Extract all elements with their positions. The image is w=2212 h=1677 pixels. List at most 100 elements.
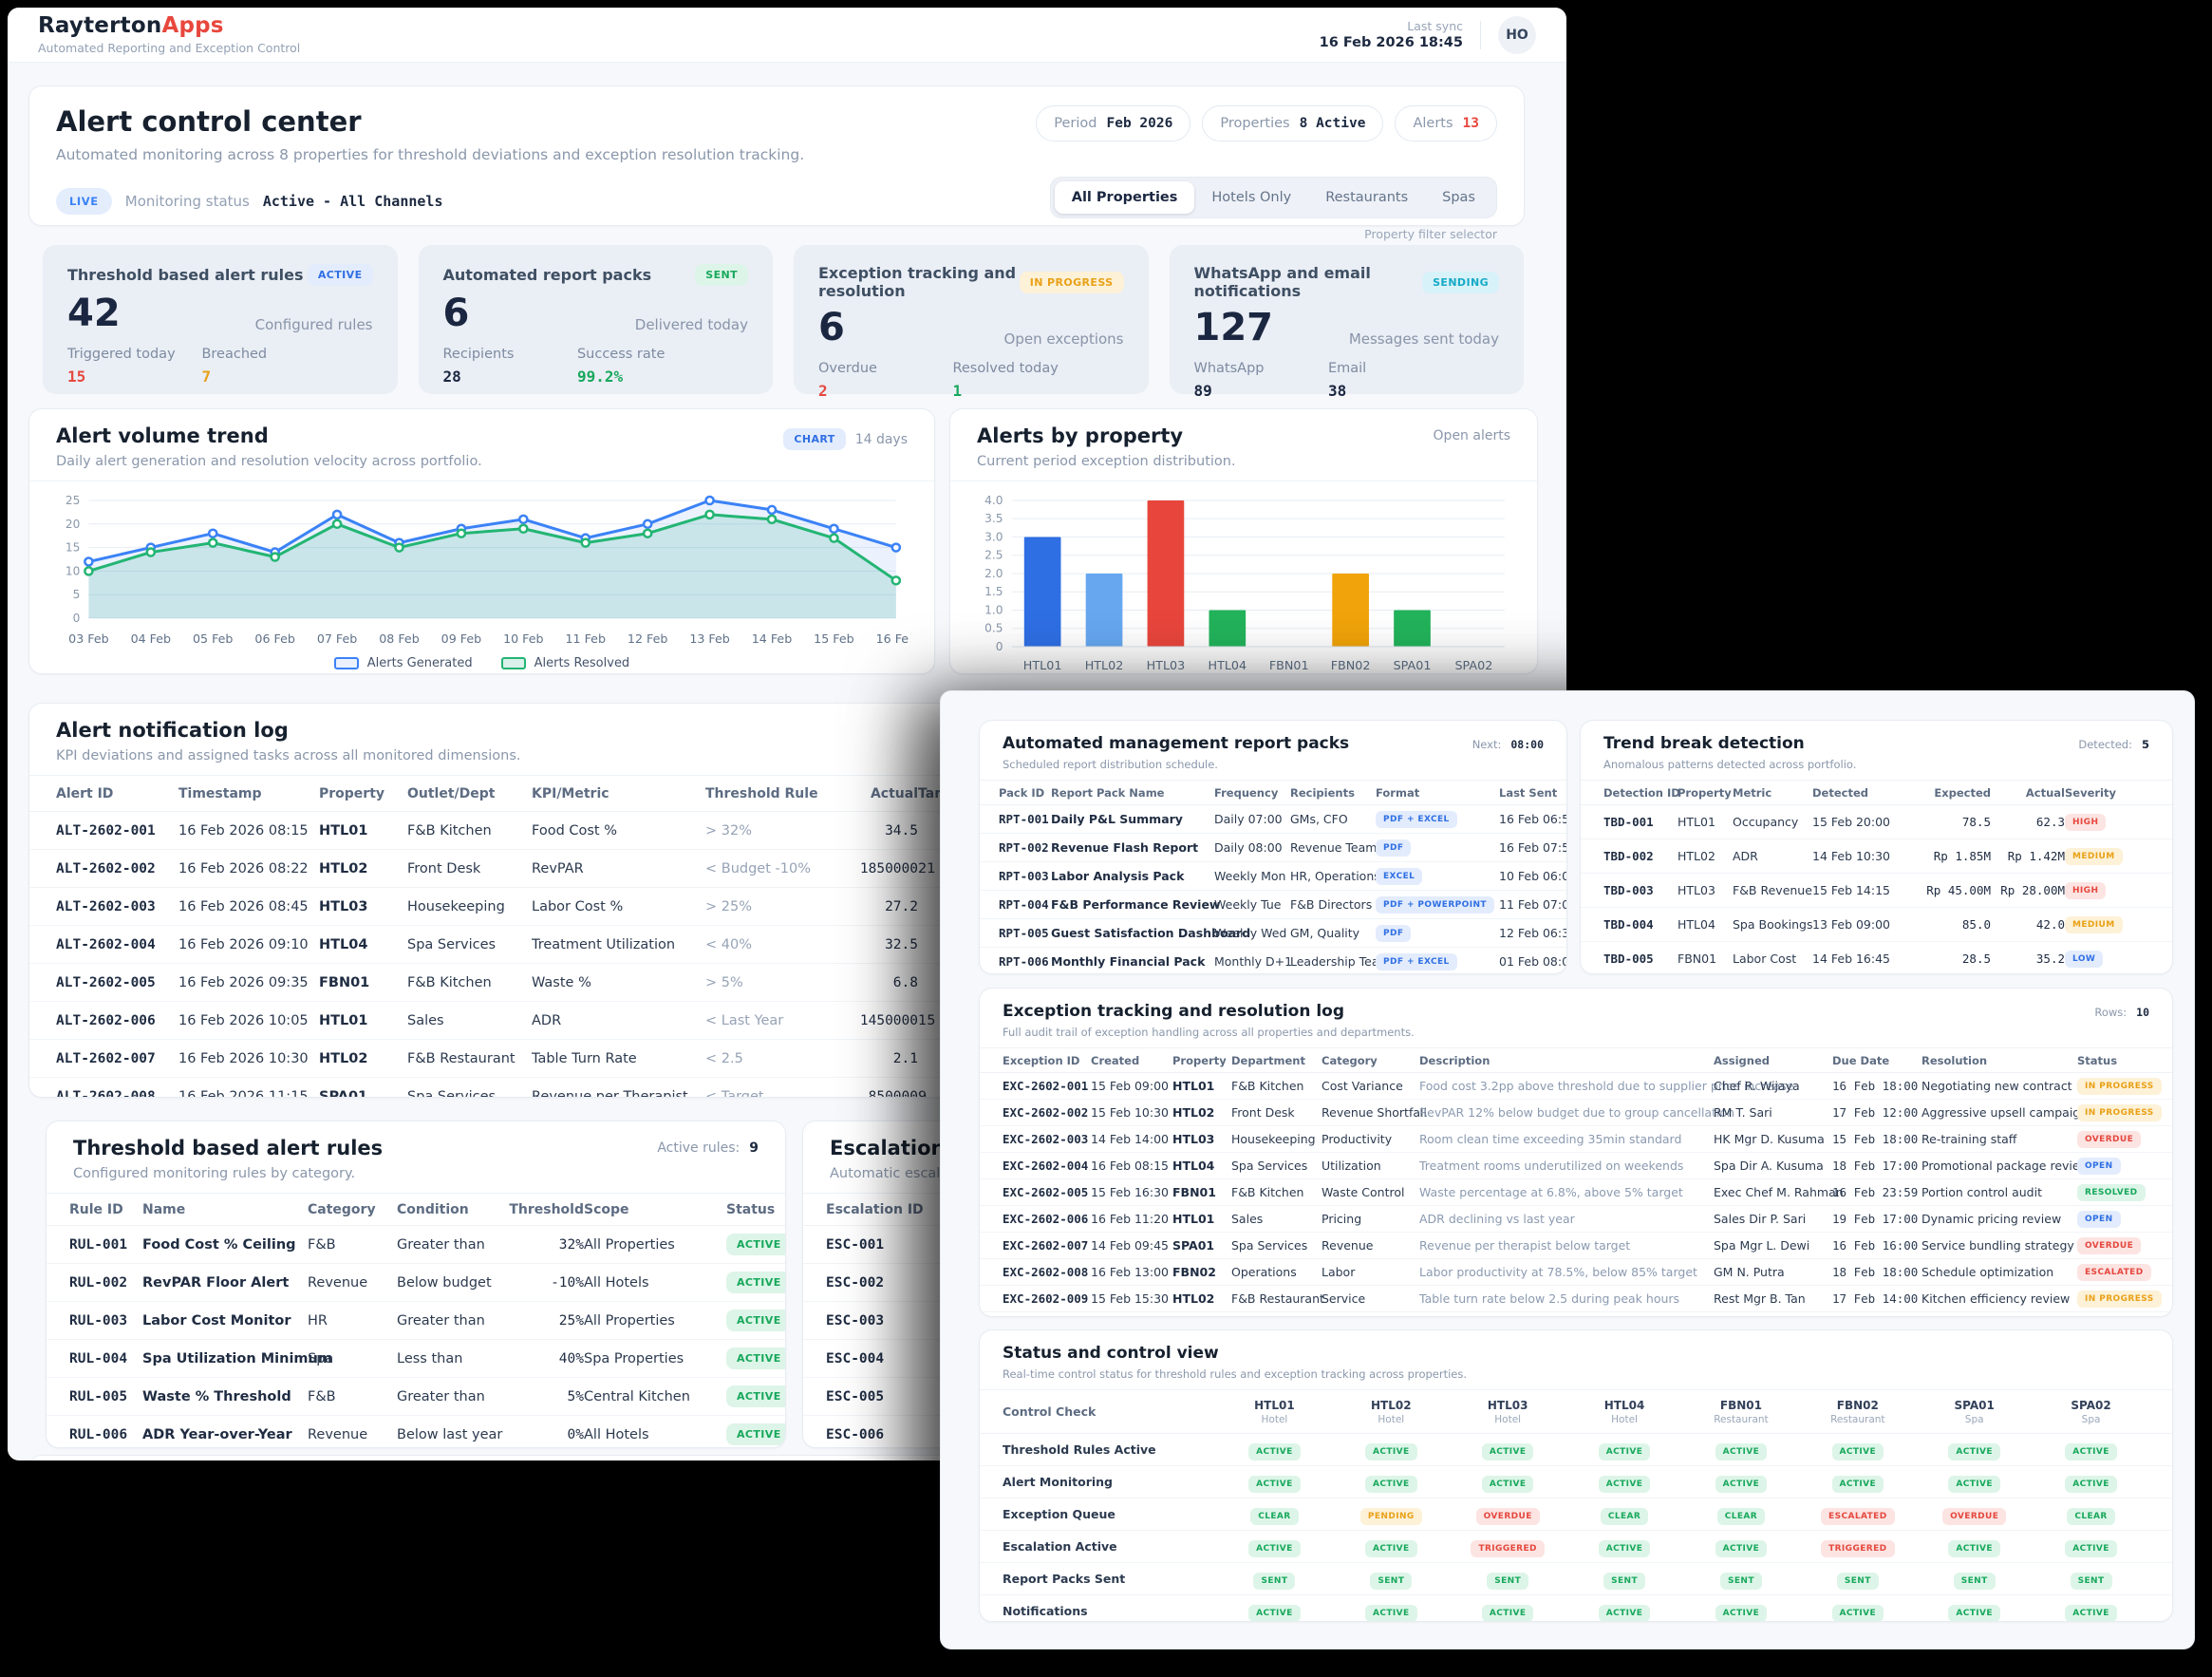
cell: 16 Feb 18:00 (1832, 1079, 1919, 1093)
svg-text:4.0: 4.0 (984, 494, 1003, 507)
cell: Revenue per therapist below target (1419, 1238, 1631, 1253)
status-badge: PDF (1376, 839, 1412, 857)
column-header: Category (308, 1201, 376, 1217)
cell: F&B Restaurant (1231, 1291, 1324, 1306)
cell: GM, Quality (1290, 926, 1360, 940)
status-badge: ACTIVE (1715, 1475, 1768, 1493)
kpi-stat-label: WhatsApp (1193, 361, 1265, 376)
cell: Leadership Team (1290, 954, 1391, 969)
cell: PDF + EXCEL (1376, 952, 1499, 970)
svg-text:08 Feb: 08 Feb (379, 631, 419, 646)
cell: Dynamic pricing review (1921, 1212, 2062, 1226)
cell: Table Turn Rate (532, 1050, 637, 1066)
kpi-stat-value: 7 (201, 367, 212, 386)
table-row: ALT-2602-005 16 Feb 2026 09:35 FBN01 F&B Ki… (29, 964, 1537, 1002)
cell: Monthly Financial Pack (1051, 954, 1206, 969)
table-row: EXC-2602-008 16 Feb 13:00 FBN02 Operations L… (980, 1259, 2172, 1286)
status-badge: ACTIVE (1715, 1604, 1768, 1621)
tab-spas[interactable]: Spas (1425, 181, 1492, 214)
column-header: Scope (584, 1201, 629, 1217)
cell: 15 Feb 20:00 (1812, 815, 1891, 829)
kpi-value-label: Open exceptions (1003, 330, 1124, 348)
cell: 78.5 (1961, 815, 1991, 829)
app-subtitle: Automated Reporting and Exception Contro… (38, 40, 301, 55)
cell: 32% (558, 1236, 584, 1253)
svg-text:12 Feb: 12 Feb (628, 631, 667, 646)
control-check-label: Report Packs Sent (1003, 1572, 1126, 1586)
table-row: RPT-003 Labor Analysis Pack Weekly Mon HR, … (980, 862, 1566, 891)
cell: HIGH (2065, 881, 2149, 899)
cell: FBN01 (1172, 1185, 1216, 1199)
cell: RPT-003 (999, 869, 1049, 883)
cell: Spa Utilization Minimum (142, 1350, 332, 1366)
cell: 15 Feb 16:30 (1091, 1185, 1170, 1199)
kpi-stat-success-rate: Success rate 99.2% (577, 347, 711, 386)
cell: ESCALATED (2077, 1263, 2151, 1281)
status-badge: HIGH (2065, 814, 2107, 831)
pill-value: 8 Active (1299, 116, 1366, 131)
cell: EXC-2602-009 (1003, 1291, 1089, 1306)
status-cell: OVERDUE (1450, 1504, 1566, 1525)
cell: Sales Dir P. Sari (1714, 1212, 1807, 1226)
monitoring-status: LIVE Monitoring status Active - All Chan… (56, 188, 443, 215)
column-header: Recipients (1290, 785, 1355, 800)
cell: Spa Services (407, 1088, 497, 1098)
avatar[interactable]: HO (1498, 15, 1536, 54)
svg-text:2.5: 2.5 (984, 549, 1003, 562)
column-header: Property (319, 785, 385, 801)
cell: HTL03 (319, 898, 368, 914)
status-badge: ACTIVE (1598, 1475, 1651, 1493)
cell: EXC-2602-007 (1003, 1238, 1089, 1253)
status-badge: RESOLVED (2077, 1184, 2146, 1201)
status-badge: ACTIVE (1481, 1475, 1534, 1493)
status-cell: SENT (1566, 1569, 1683, 1590)
table-row: EXC-2602-007 14 Feb 09:45 SPA01 Spa Service… (980, 1233, 2172, 1259)
cell: ALT-2602-007 (56, 1050, 156, 1066)
tab-all-properties[interactable]: All Properties (1054, 181, 1195, 214)
cell: ADR (532, 1012, 562, 1028)
svg-text:14 Feb: 14 Feb (752, 631, 792, 646)
trend-break-card: Trend break detection Anomalous patterns… (1580, 720, 2173, 974)
cell: Labor Analysis Pack (1051, 869, 1185, 883)
cell: Front Desk (407, 860, 481, 876)
kpi-stat-triggered-today: Triggered today 15 (67, 347, 201, 386)
status-badge: IN PROGRESS (2077, 1104, 2162, 1121)
status-cell: CLEAR (1683, 1504, 1800, 1525)
section-subtitle: Real-time control status for threshold r… (1003, 1367, 1468, 1381)
cell: F&B Kitchen (1231, 1185, 1304, 1199)
status-badge: ACTIVE (2065, 1539, 2117, 1557)
status-cell: ACTIVE (1216, 1440, 1333, 1460)
svg-text:15: 15 (66, 541, 80, 555)
cell: ALT-2602-005 (56, 974, 156, 990)
cell: Rp 1.85M (1933, 849, 1991, 863)
tab-restaurants[interactable]: Restaurants (1308, 181, 1425, 214)
column-header: Escalation ID (826, 1201, 924, 1217)
cell: Weekly Mon (1214, 869, 1286, 883)
header-pill-period[interactable]: Period Feb 2026 (1036, 105, 1191, 141)
cell: LOW (2065, 950, 2149, 968)
control-check-label: Alert Monitoring (1003, 1475, 1113, 1489)
cell: 40% (558, 1350, 584, 1366)
status-badge: TRIGGERED (1471, 1539, 1545, 1557)
header-pill-alerts[interactable]: Alerts 13 (1395, 105, 1497, 141)
cell: 14 Feb 09:45 (1091, 1238, 1170, 1253)
status-badge: ACTIVE (1248, 1539, 1301, 1557)
cell: F&B Restaurant (407, 1050, 516, 1066)
cell: RPT-001 (999, 812, 1049, 826)
kpi-value: 127 (1193, 306, 1274, 349)
section-title: Exception tracking and resolution log (1003, 1002, 1345, 1021)
cell: FBN02 (1172, 1265, 1216, 1279)
status-cell: ACTIVE (1683, 1472, 1800, 1493)
cell: Central Kitchen (584, 1388, 690, 1404)
status-badge: ACTIVE (1365, 1442, 1417, 1460)
cell: 15 Feb 10:30 (1091, 1105, 1170, 1120)
status-badge: ACTIVE (1948, 1539, 2000, 1557)
cell: 1450000 (859, 1012, 918, 1028)
cell: ADR declining vs last year (1419, 1212, 1575, 1226)
tab-hotels-only[interactable]: Hotels Only (1194, 181, 1308, 214)
header-pill-properties[interactable]: Properties 8 Active (1202, 105, 1384, 141)
cell: HTL04 (1172, 1159, 1215, 1173)
column-header: Property (1678, 785, 1732, 800)
table-row: EXC-2602-006 16 Feb 11:20 HTL01 Sales Pricin… (980, 1206, 2172, 1233)
control-check-label: Threshold Rules Active (1003, 1442, 1156, 1457)
